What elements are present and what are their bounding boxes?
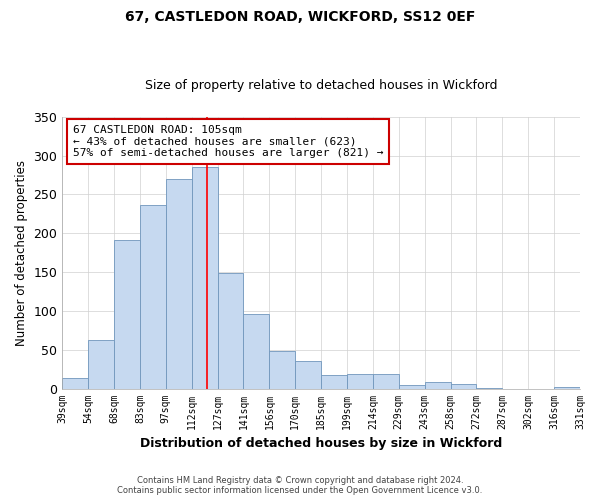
Bar — [295, 362, 321, 388]
X-axis label: Distribution of detached houses by size in Wickford: Distribution of detached houses by size … — [140, 437, 502, 450]
Bar — [166, 179, 192, 388]
Bar — [399, 384, 425, 388]
Bar — [269, 352, 295, 389]
Bar — [114, 240, 140, 388]
Bar — [373, 374, 399, 388]
Text: 67 CASTLEDON ROAD: 105sqm
← 43% of detached houses are smaller (623)
57% of semi: 67 CASTLEDON ROAD: 105sqm ← 43% of detac… — [73, 125, 383, 158]
Bar — [140, 204, 166, 388]
Text: Contains HM Land Registry data © Crown copyright and database right 2024.
Contai: Contains HM Land Registry data © Crown c… — [118, 476, 482, 495]
Bar — [62, 378, 88, 388]
Bar — [347, 374, 373, 388]
Bar — [425, 382, 451, 388]
Title: Size of property relative to detached houses in Wickford: Size of property relative to detached ho… — [145, 79, 497, 92]
Y-axis label: Number of detached properties: Number of detached properties — [15, 160, 28, 346]
Bar — [321, 376, 347, 388]
Bar — [88, 340, 114, 388]
Bar — [451, 384, 476, 388]
Text: 67, CASTLEDON ROAD, WICKFORD, SS12 0EF: 67, CASTLEDON ROAD, WICKFORD, SS12 0EF — [125, 10, 475, 24]
Bar — [244, 314, 269, 388]
Bar — [554, 387, 580, 388]
Bar — [218, 273, 244, 388]
Bar — [192, 168, 218, 388]
